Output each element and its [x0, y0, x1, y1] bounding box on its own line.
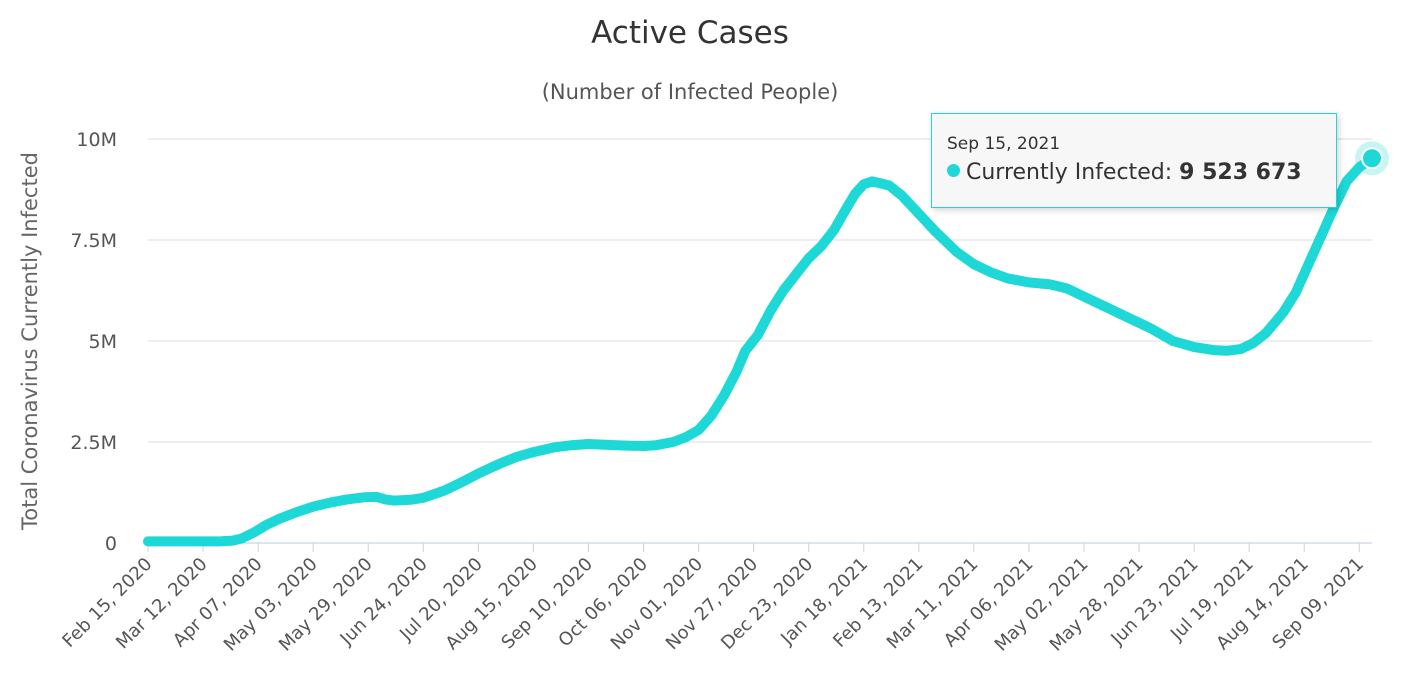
- marker-layer: [1355, 141, 1389, 176]
- highlight-point[interactable]: [1361, 147, 1383, 170]
- y-axis-ticks: 0 2.5M 5M 7.5M 10M: [70, 129, 117, 555]
- chart-subtitle: (Number of Infected People): [542, 80, 839, 104]
- series-layer: [143, 153, 1377, 547]
- y-axis-label: Total Coronavirus Currently Infected: [18, 152, 42, 531]
- series-line-currently-infected: [143, 153, 1377, 547]
- tooltip-value: 9 523 673: [1179, 160, 1302, 185]
- y-tick-label: 7.5M: [70, 230, 117, 252]
- y-tick-label: 2.5M: [70, 432, 117, 454]
- tooltip: Sep 15, 2021 Currently Infected: 9 523 6…: [931, 113, 1337, 208]
- gridlines: [148, 138, 1372, 544]
- tooltip-row: Currently Infected: 9 523 673: [947, 160, 1302, 185]
- y-tick-label: 0: [105, 533, 117, 555]
- x-tick-label: May 03, 2020: [220, 554, 322, 656]
- x-tick-label: May 02, 2021: [991, 554, 1093, 656]
- chart-title: Active Cases: [591, 15, 789, 51]
- tooltip-series-label: Currently Infected:: [966, 160, 1173, 185]
- y-tick-label: 10M: [76, 129, 117, 151]
- y-tick-label: 5M: [89, 331, 117, 353]
- tooltip-series-dot-icon: [947, 164, 960, 177]
- x-tick-label: May 29, 2020: [275, 554, 377, 656]
- tooltip-date: Sep 15, 2021: [947, 134, 1061, 154]
- x-tick-label: May 28, 2021: [1046, 554, 1148, 656]
